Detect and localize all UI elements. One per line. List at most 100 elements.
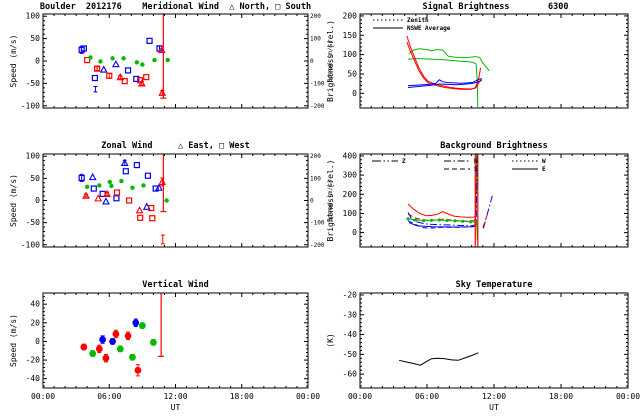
square-marker xyxy=(84,57,91,64)
right-axis-title: Speed (m/s) xyxy=(326,39,334,82)
y-tick-label: -20 xyxy=(26,356,41,365)
panel-title: Signal Brightness xyxy=(423,1,510,12)
square-marker xyxy=(90,185,97,192)
right-tick-label: 100 xyxy=(310,36,321,43)
square-marker xyxy=(149,215,156,222)
square-marker xyxy=(133,75,140,83)
y-tick-label: -40 xyxy=(343,330,358,339)
dot-marker xyxy=(165,57,170,63)
dot-marker xyxy=(130,185,135,190)
right-tick-label: -200 xyxy=(310,242,325,249)
legend-label: Z xyxy=(402,158,406,165)
series-line xyxy=(398,352,479,366)
legend-label: N xyxy=(474,158,478,165)
panel-title: Boulder 2012176 Meridional Wind △ North,… xyxy=(40,1,311,12)
panel-title: Zonal Wind △ East, □ West xyxy=(101,140,249,151)
square-marker xyxy=(148,204,155,212)
square-marker xyxy=(106,72,113,79)
dot-marker xyxy=(109,183,114,189)
triangle-marker xyxy=(103,189,111,198)
dot-marker xyxy=(80,343,88,351)
y-tick-label: 100 xyxy=(26,12,41,21)
y-axis-title: Speed (m/s) xyxy=(9,174,18,227)
x-tick-label: 00:00 xyxy=(296,392,320,401)
background-brightness-panel: 0 100 200 300 400 Brightness (rel.) Background… xyxy=(326,140,629,248)
square-marker xyxy=(143,74,150,81)
square-marker xyxy=(137,214,144,221)
series-line xyxy=(407,80,482,88)
series-line xyxy=(482,214,488,228)
y-tick-label: 0 xyxy=(352,89,357,98)
square-marker xyxy=(133,161,140,169)
panel-title: Vertical Wind xyxy=(142,279,209,290)
y-tick-label: 200 xyxy=(343,190,358,199)
dot-marker xyxy=(134,60,140,65)
dot-marker xyxy=(132,319,140,327)
series-line xyxy=(407,57,479,108)
right-tick-label: -200 xyxy=(310,103,325,110)
series-line xyxy=(408,222,477,228)
plot-area xyxy=(406,35,490,108)
square-marker xyxy=(124,67,132,74)
right-tick-label: -100 xyxy=(310,220,325,227)
square-marker xyxy=(113,189,121,196)
dot-marker xyxy=(140,62,145,67)
square-marker xyxy=(94,65,101,72)
axis-labels: -60 -50 -40 -30 -20 (K) 00:00 06:00 12:00 18:00 00… xyxy=(326,280,640,412)
axis-labels: -100 -50 0 50 100 -200 -100 0 100 200 Speed (m/s) S… xyxy=(9,1,334,110)
x-tick-label: 12:00 xyxy=(163,392,187,401)
axes xyxy=(359,153,629,248)
dot-marker xyxy=(141,183,146,188)
plot-area xyxy=(406,153,493,247)
y-tick-label: 100 xyxy=(343,50,358,59)
y-tick-label: 300 xyxy=(343,171,358,180)
axes xyxy=(42,153,309,248)
right-tick-label: 0 xyxy=(310,58,314,65)
y-tick-label: 40 xyxy=(30,300,40,309)
y-tick-label: 50 xyxy=(30,34,40,43)
signal-brightness-panel: 0 50 100 150 200 Brightness (rel.) Signal Brig… xyxy=(326,1,629,109)
dot-marker xyxy=(84,184,90,189)
axes xyxy=(359,13,629,109)
x-axis-title: UT xyxy=(489,403,499,412)
x-tick-label: 00:00 xyxy=(616,392,640,401)
triangle-marker xyxy=(155,183,163,191)
sky-temperature-panel: -60 -50 -40 -30 -20 (K) 00:00 06:00 12:00 18:00 00… xyxy=(326,280,640,412)
series-line xyxy=(407,154,478,227)
dot-marker xyxy=(109,338,116,345)
y-tick-label: 400 xyxy=(343,151,358,160)
x-axis-title: UT xyxy=(171,403,181,412)
triangle-marker xyxy=(102,197,110,205)
y-tick-label: 100 xyxy=(26,152,41,161)
y-tick-label: 200 xyxy=(343,11,358,20)
series-line xyxy=(408,48,490,72)
dot-marker xyxy=(97,183,102,188)
y-axis-title: Brightness (rel.) xyxy=(326,160,335,242)
y-tick-label: 20 xyxy=(30,318,40,327)
axis-labels: 0 100 200 300 400 Brightness (rel.) Background… xyxy=(326,140,548,241)
triangle-marker xyxy=(135,206,144,214)
dot-marker xyxy=(95,345,103,353)
square-marker xyxy=(122,168,129,175)
plot-area xyxy=(78,154,169,245)
right-tick-label: 0 xyxy=(310,198,314,205)
triangle-marker xyxy=(82,191,90,199)
x-tick-label: 18:00 xyxy=(549,392,573,401)
y-tick-label: -50 xyxy=(343,350,358,359)
triangle-marker xyxy=(116,72,125,81)
legend-label: Zenith xyxy=(407,17,429,24)
legend: Z NS WE xyxy=(372,158,546,173)
dot-marker xyxy=(88,55,93,60)
square-marker xyxy=(80,45,87,52)
x-tick-label: 06:00 xyxy=(97,392,121,401)
legend-label: S xyxy=(474,166,478,173)
square-marker xyxy=(91,74,98,82)
y-tick-label: 50 xyxy=(347,69,357,78)
dot-marker xyxy=(112,330,120,338)
plot-area xyxy=(78,14,170,99)
y-tick-label: 0 xyxy=(35,57,40,66)
series-line xyxy=(407,154,478,218)
dot-marker xyxy=(119,178,124,184)
y-tick-label: 150 xyxy=(343,31,358,40)
panel-subtitle: 6300 xyxy=(548,2,568,12)
